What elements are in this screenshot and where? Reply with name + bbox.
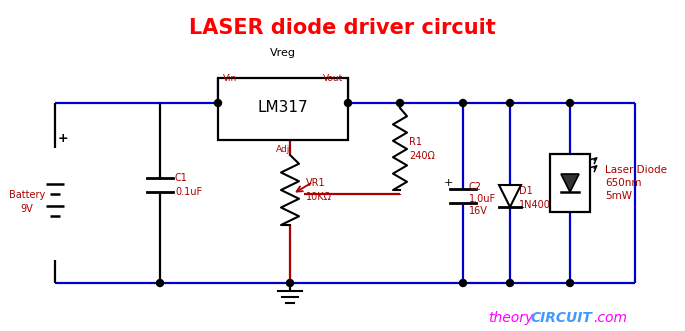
Text: LASER diode driver circuit: LASER diode driver circuit <box>189 18 496 38</box>
Text: Vreg: Vreg <box>270 48 296 58</box>
Text: +: + <box>58 132 68 145</box>
Text: Vout: Vout <box>323 74 343 83</box>
Circle shape <box>506 100 514 107</box>
Text: R1
240Ω: R1 240Ω <box>409 137 435 161</box>
Circle shape <box>214 100 221 107</box>
Text: Adj: Adj <box>276 145 290 154</box>
Circle shape <box>506 279 514 287</box>
Circle shape <box>397 100 403 107</box>
Text: D1
1N4007: D1 1N4007 <box>519 186 557 210</box>
Text: .com: .com <box>593 311 627 325</box>
Text: VR1
10KΩ: VR1 10KΩ <box>306 178 332 202</box>
Polygon shape <box>499 185 521 207</box>
Circle shape <box>566 100 573 107</box>
Text: CIRCUIT: CIRCUIT <box>531 311 593 325</box>
Text: +: + <box>443 178 453 188</box>
Text: Laser Diode
650nm
5mW: Laser Diode 650nm 5mW <box>605 165 667 201</box>
Text: C2
1.0uF
16V: C2 1.0uF 16V <box>469 182 496 216</box>
Text: theory: theory <box>488 311 533 325</box>
Polygon shape <box>561 174 579 192</box>
Circle shape <box>286 279 293 287</box>
Circle shape <box>460 100 466 107</box>
Bar <box>550 154 590 212</box>
Circle shape <box>345 100 351 107</box>
Circle shape <box>460 279 466 287</box>
Text: Vin: Vin <box>223 74 237 83</box>
Text: C1
0.1uF: C1 0.1uF <box>175 173 202 197</box>
Text: Battery
9V: Battery 9V <box>9 190 45 213</box>
Circle shape <box>566 279 573 287</box>
Bar <box>218 78 348 140</box>
Text: LM317: LM317 <box>258 100 308 115</box>
Circle shape <box>156 279 164 287</box>
